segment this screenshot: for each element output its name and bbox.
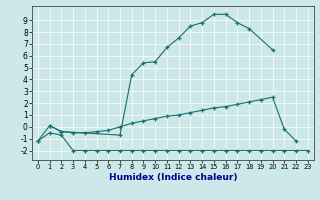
X-axis label: Humidex (Indice chaleur): Humidex (Indice chaleur) (108, 173, 237, 182)
